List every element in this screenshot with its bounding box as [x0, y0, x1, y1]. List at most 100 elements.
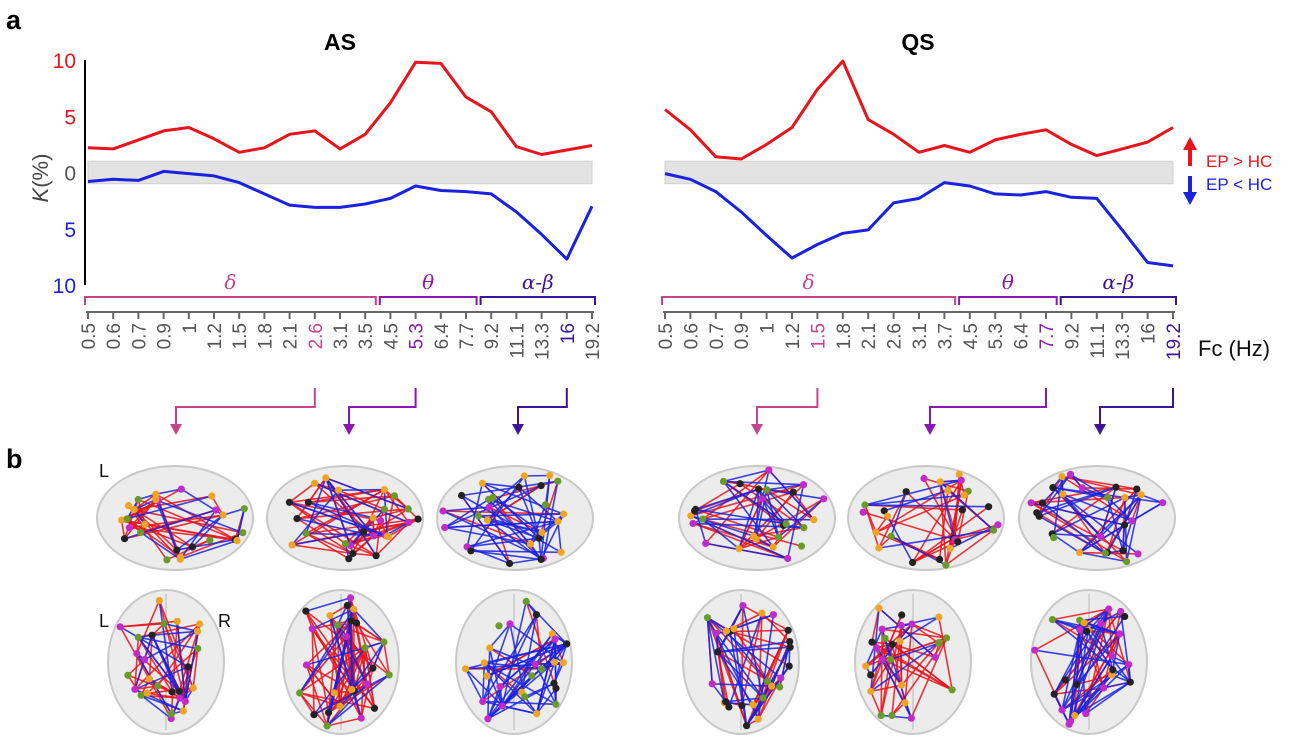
network-edge: [383, 641, 390, 676]
network-edge: [741, 612, 763, 706]
network-edge: [352, 552, 377, 557]
network-node: [776, 683, 784, 691]
network-node: [346, 594, 355, 602]
network-node: [1134, 550, 1142, 558]
x-tick-label: 0.6: [681, 323, 702, 349]
network-node: [353, 619, 361, 627]
network-node: [377, 517, 385, 525]
network-edge: [1079, 551, 1127, 563]
network-edge: [501, 633, 553, 707]
network-node: [880, 507, 888, 515]
band-bracket-delta: [661, 296, 957, 305]
network-node: [189, 684, 197, 692]
network-node: [489, 494, 497, 502]
brain-lateral-l-label: L: [99, 461, 109, 481]
connectors: [170, 388, 1174, 435]
band-label-delta: δ: [803, 270, 815, 294]
x-tick-label: 16: [1139, 323, 1160, 344]
network-node: [909, 558, 917, 567]
network-node: [1117, 607, 1125, 616]
network-node: [323, 722, 331, 730]
network-edge: [890, 491, 907, 537]
network-edge: [137, 636, 180, 692]
network-node: [343, 601, 351, 610]
network-edge: [742, 605, 764, 699]
network-node: [155, 597, 163, 605]
network-node: [537, 665, 546, 673]
network-edge: [729, 630, 791, 649]
band-label-theta: θ: [422, 270, 434, 294]
network-node: [123, 515, 131, 523]
network-edge: [766, 489, 780, 538]
network-node: [143, 689, 151, 697]
network-node: [196, 620, 204, 628]
network-node: [989, 526, 998, 534]
network-edge: [870, 659, 884, 692]
network-edge: [899, 616, 940, 642]
network-node: [240, 505, 248, 513]
network-edge: [938, 616, 953, 690]
network-edge: [137, 636, 173, 693]
network-edge: [725, 630, 773, 687]
network-node: [125, 524, 133, 532]
network-node: [131, 685, 139, 693]
connector-theta: [929, 388, 1047, 427]
network-node: [754, 715, 762, 723]
network-edge: [692, 522, 788, 560]
series-line-ep-gt-hc: [664, 59, 1174, 161]
network-edge: [910, 637, 948, 719]
brain-lateral-qs-alphabeta: [1018, 465, 1176, 571]
network-edge: [375, 520, 382, 556]
network-node: [755, 485, 763, 493]
network-node: [687, 512, 695, 520]
network-node: [861, 501, 869, 509]
network-node: [322, 474, 330, 482]
network-node: [537, 555, 545, 564]
network-node: [462, 665, 470, 673]
x-tick-label: 1.5: [230, 323, 251, 349]
network-edge: [291, 531, 364, 546]
brain-axial-qs-delta: [682, 589, 800, 735]
network-edge: [444, 484, 542, 529]
fc-axis-label: Fc (Hz): [1198, 336, 1270, 361]
x-tick-label: 6.4: [1012, 323, 1033, 350]
network-edge: [338, 488, 385, 491]
network-edge: [939, 481, 956, 540]
x-tick-label: 2.1: [281, 323, 302, 349]
network-node: [749, 701, 757, 709]
network-node: [985, 503, 993, 511]
network-node: [1076, 626, 1084, 634]
network-edge: [725, 697, 763, 703]
network-edge: [192, 648, 199, 689]
network-edge: [120, 622, 165, 628]
brain-axial-qs-alphabeta: [1030, 589, 1148, 735]
network-edge: [535, 639, 556, 714]
network-node: [1123, 557, 1131, 566]
network-edge: [881, 714, 912, 719]
brain-views: [96, 465, 1176, 735]
network-edge: [786, 484, 805, 559]
band-bracket-delta: [84, 296, 377, 305]
network-node: [302, 661, 311, 669]
network-node: [1072, 680, 1081, 689]
network-edge: [464, 668, 484, 702]
network-edge: [1102, 611, 1122, 689]
network-node: [304, 498, 312, 506]
network-node: [293, 515, 301, 523]
x-tick-label: 0.9: [155, 323, 176, 349]
network-node: [702, 539, 710, 548]
network-edge: [695, 488, 759, 511]
network-node: [404, 505, 412, 513]
legend-down-label: EP < HC: [1206, 175, 1272, 194]
band-bracket-theta: [378, 296, 478, 305]
arrow-head-icon: [170, 424, 182, 435]
legend-up-label: EP > HC: [1206, 152, 1272, 171]
network-node: [1059, 490, 1067, 498]
network-node: [341, 540, 350, 548]
network-edge: [702, 469, 770, 520]
network-node: [496, 683, 504, 691]
network-edge: [870, 623, 913, 676]
x-tick-label: 1: [758, 323, 779, 334]
network-edge: [467, 537, 540, 548]
network-edge: [1030, 502, 1124, 552]
